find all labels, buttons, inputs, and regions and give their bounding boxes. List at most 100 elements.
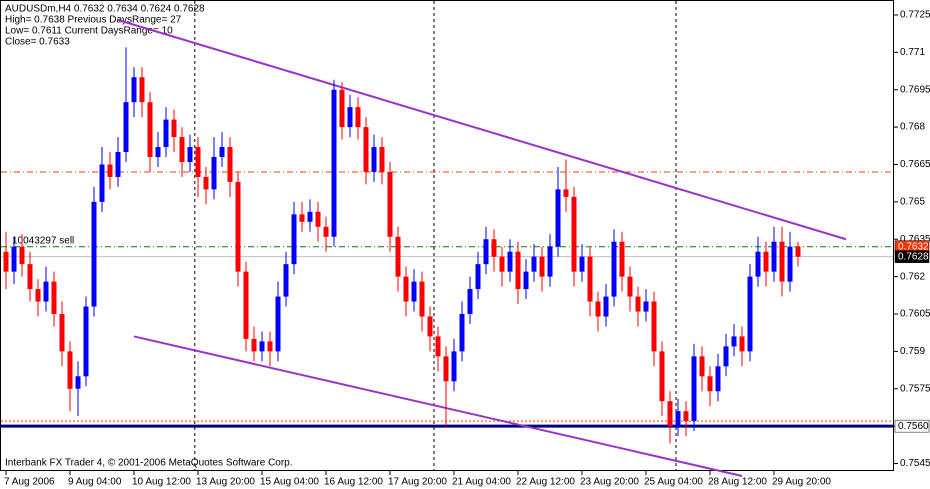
x-tick-label: 25 Aug 04:00	[644, 477, 703, 488]
candle-body	[475, 264, 481, 290]
candle-body	[379, 147, 385, 172]
trendline	[133, 335, 743, 477]
info-line: Low= 0.7611 Current DaysRange= 10	[5, 26, 173, 37]
candle-body	[123, 102, 129, 153]
candle-body	[659, 351, 665, 402]
candle-body	[259, 341, 265, 352]
candle-body	[771, 241, 777, 272]
candle-body	[139, 77, 145, 103]
x-tick-label: 9 Aug 04:00	[68, 477, 122, 488]
x-tick-label: 10 Aug 12:00	[132, 477, 191, 488]
candle-body	[387, 171, 393, 237]
candle-body	[171, 119, 177, 138]
candle-body	[211, 157, 217, 190]
candle-body	[555, 189, 561, 247]
candle-body	[723, 346, 729, 367]
candle-body	[667, 401, 673, 427]
candle-body	[3, 251, 9, 272]
candle-body	[691, 356, 697, 422]
candle-body	[51, 281, 57, 314]
candle-body	[35, 289, 41, 302]
price-tag-label: 0.7632	[898, 241, 929, 252]
candle-body	[499, 256, 505, 272]
candle-body	[515, 251, 521, 290]
candle-body	[579, 256, 585, 272]
candle-body	[395, 236, 401, 277]
candle-body	[427, 316, 433, 337]
candle-body	[411, 281, 417, 302]
y-tick-label: 0.7665	[900, 159, 930, 170]
candle-body	[355, 107, 361, 128]
x-tick-label: 17 Aug 20:00	[388, 477, 447, 488]
x-tick-label: 7 Aug 2006	[4, 477, 55, 488]
candle-body	[787, 246, 793, 282]
candle-body	[67, 351, 73, 389]
y-tick-label: 0.762	[900, 271, 925, 282]
candle-body	[27, 264, 33, 290]
candle-body	[315, 211, 321, 227]
candle-body	[307, 211, 313, 222]
candle-body	[115, 152, 121, 177]
candle-body	[291, 214, 297, 265]
price-tag	[894, 419, 930, 433]
candle-body	[155, 147, 161, 157]
candle-body	[11, 246, 17, 272]
candle-body	[403, 276, 409, 302]
x-tick-label: 15 Aug 04:00	[260, 477, 319, 488]
candle-body	[339, 89, 345, 128]
candle-body	[43, 281, 49, 302]
y-tick-label: 0.7605	[900, 309, 930, 320]
candle-body	[491, 239, 497, 257]
y-tick-label: 0.7695	[900, 84, 930, 95]
candle-body	[635, 296, 641, 312]
candle-body	[763, 251, 769, 272]
candle-body	[739, 336, 745, 352]
x-tick-label: 22 Aug 12:00	[516, 477, 575, 488]
candle-body	[163, 119, 169, 148]
candle-body	[587, 256, 593, 302]
candle-body	[715, 366, 721, 392]
info-line: High= 0.7638 Previous DaysRange= 27	[5, 15, 182, 26]
candle-body	[347, 107, 353, 128]
candle-body	[83, 306, 89, 377]
candle-body	[483, 239, 489, 265]
candle-body	[195, 147, 201, 177]
candle-body	[131, 77, 137, 103]
y-tick-label: 0.7545	[900, 458, 930, 469]
candle-body	[107, 164, 113, 177]
candle-body	[435, 336, 441, 357]
candle-body	[683, 411, 689, 422]
candle-body	[563, 189, 569, 197]
candle-body	[179, 137, 185, 162]
candle-body	[299, 214, 305, 222]
candle-body	[91, 201, 97, 307]
candle-body	[275, 296, 281, 352]
footer: Interbank FX Trader 4, © 2001-2006 MetaQ…	[5, 458, 293, 469]
candle-body	[363, 127, 369, 172]
candle-body	[267, 341, 273, 352]
candle-body	[531, 256, 537, 272]
candle-body	[243, 271, 249, 339]
plot-frame	[0, 0, 894, 471]
candle-body	[459, 314, 465, 352]
candle-body	[611, 241, 617, 297]
y-tick-label: 0.771	[900, 47, 925, 58]
price-tag	[894, 250, 930, 263]
candle-body	[235, 181, 241, 272]
order-label: 10043297 sell	[12, 235, 74, 246]
candle-body	[627, 276, 633, 297]
candle-body	[219, 147, 225, 157]
candle-body	[147, 102, 153, 157]
candle-body	[747, 276, 753, 352]
price-tag-label: 0.7628	[898, 251, 929, 262]
candle-body	[323, 226, 329, 237]
candle-body	[19, 246, 25, 265]
candle-body	[75, 376, 81, 389]
x-tick-label: 29 Aug 20:00	[772, 477, 831, 488]
candle-body	[451, 351, 457, 382]
candle-body	[467, 289, 473, 314]
candle-body	[699, 356, 705, 377]
candle-body	[595, 301, 601, 317]
x-tick-label: 16 Aug 12:00	[324, 477, 383, 488]
